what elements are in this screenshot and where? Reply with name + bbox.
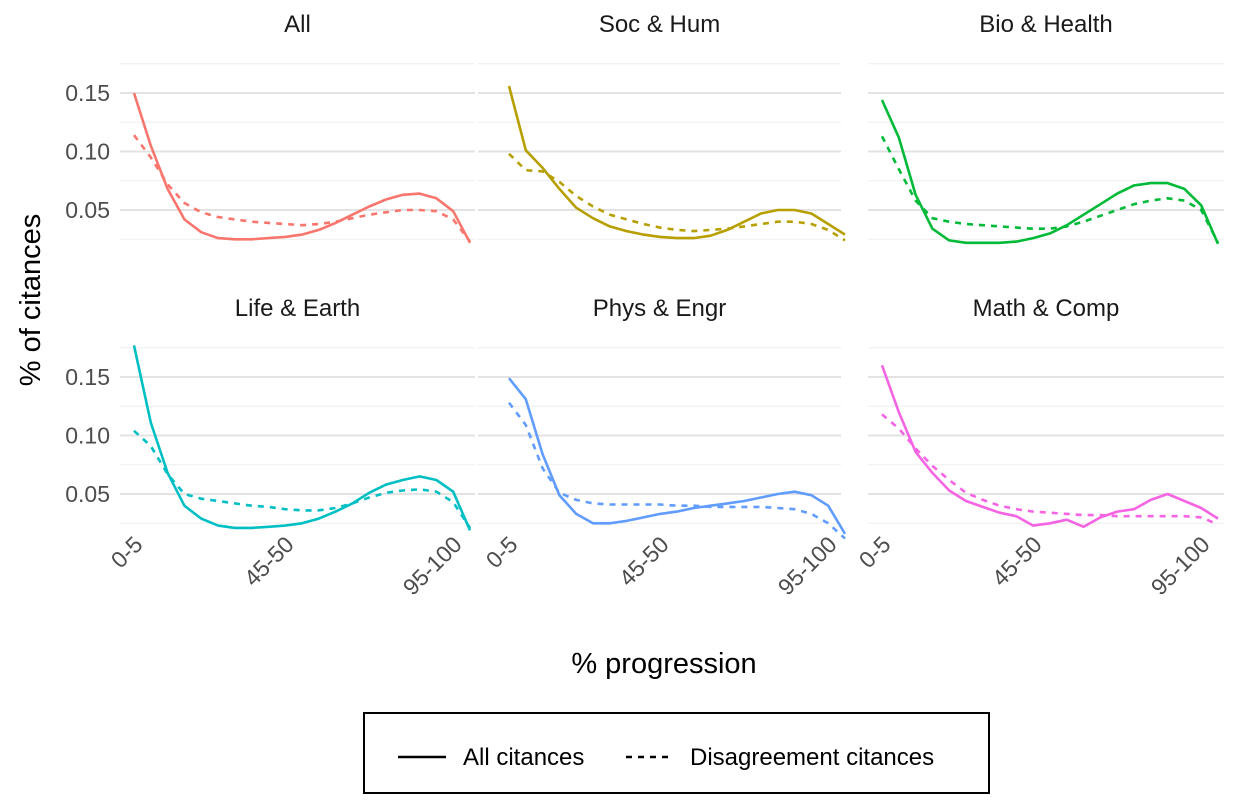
y-tick-label: 0.15 xyxy=(65,364,110,390)
series-line-all-citances xyxy=(880,99,1220,245)
facet-panel: Life & Earth 0.05 0.10 0.15 0-5 45-50 95-100 xyxy=(65,295,475,600)
series-line-disagreement-citances xyxy=(881,413,1219,526)
y-axis-title: % of citances xyxy=(15,214,47,386)
series-line-all-citances xyxy=(132,345,472,531)
legend-label-disagreement-citances: Disagreement citances xyxy=(690,744,934,771)
x-tick-label: 0-5 xyxy=(854,531,896,573)
facet-title: Life & Earth xyxy=(235,295,360,322)
x-tick-label: 95-100 xyxy=(1146,531,1215,600)
series-line-disagreement-citances xyxy=(507,401,846,540)
x-tick-label: 0-5 xyxy=(481,531,523,573)
y-tick-label: 0.15 xyxy=(65,80,110,106)
facet-title: Phys & Engr xyxy=(593,295,726,322)
facet-panel: All 0.05 0.10 0.15 xyxy=(65,11,475,244)
y-tick-label: 0.05 xyxy=(65,481,110,507)
series-line-disagreement-citances xyxy=(133,429,472,529)
facet-title: All xyxy=(284,11,311,38)
x-tick-label: 45-50 xyxy=(614,531,674,591)
facet-title: Math & Comp xyxy=(973,295,1120,322)
x-axis-title: % progression xyxy=(571,648,756,680)
facet-panel: Phys & Engr 0-5 45-50 95-100 xyxy=(478,295,847,600)
y-tick-label: 0.10 xyxy=(65,139,110,165)
legend-box xyxy=(363,712,990,794)
x-tick-label: 0-5 xyxy=(106,531,148,573)
x-tick-label: 95-100 xyxy=(398,531,467,600)
series-line-disagreement-citances xyxy=(508,152,846,242)
facet-panel: Math & Comp 0-5 45-50 95-100 xyxy=(854,295,1224,600)
facet-title: Bio & Health xyxy=(979,11,1112,38)
facet-panel: Bio & Health xyxy=(868,11,1224,245)
x-tick-label: 45-50 xyxy=(987,531,1047,591)
facets-layer: All 0.05 0.10 0.15 Soc & Hum Bio & Health Life… xyxy=(65,11,1224,600)
legend-label-all-citances: All citances xyxy=(463,744,584,771)
y-tick-label: 0.10 xyxy=(65,423,110,449)
x-tick-label: 95-100 xyxy=(773,531,842,600)
y-tick-label: 0.05 xyxy=(65,197,110,223)
series-line-all-citances xyxy=(880,364,1219,529)
x-tick-label: 45-50 xyxy=(239,531,299,591)
series-line-disagreement-citances xyxy=(132,134,472,243)
legend: All citances Disagreement citances xyxy=(363,712,990,794)
series-line-all-citances xyxy=(507,377,847,535)
series-line-all-citances xyxy=(132,92,472,244)
series-line-all-citances xyxy=(507,85,846,240)
facet-panel: Soc & Hum xyxy=(478,11,846,242)
facet-title: Soc & Hum xyxy=(599,11,720,38)
